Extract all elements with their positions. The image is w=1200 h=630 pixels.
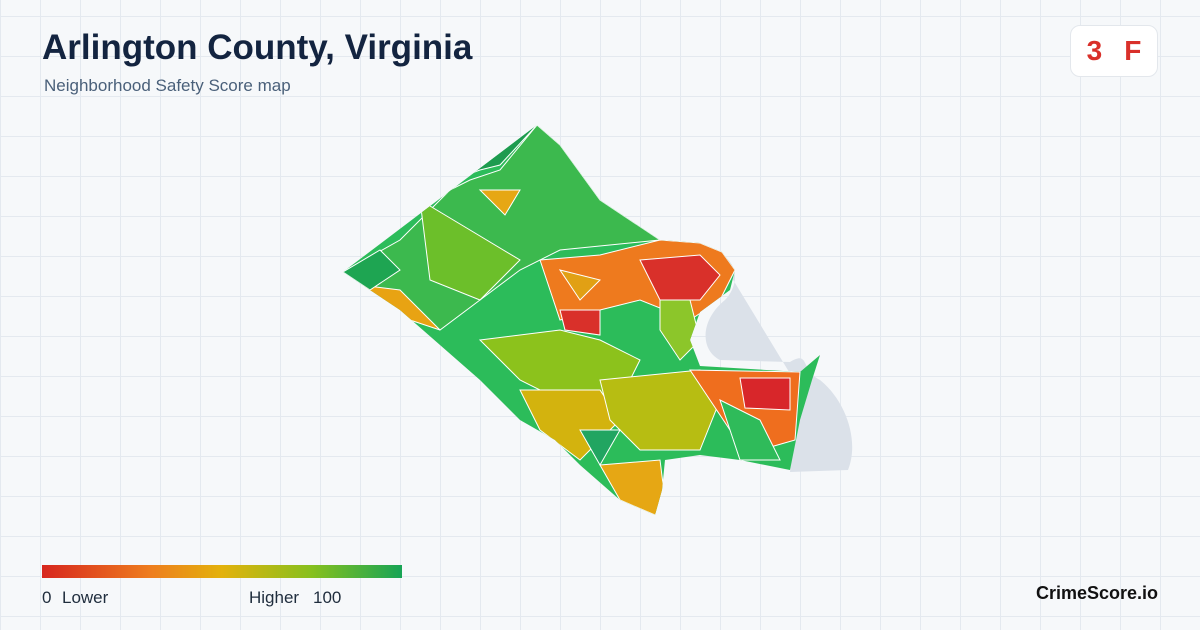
legend-min: 0	[42, 588, 52, 607]
legend-gradient	[42, 565, 402, 578]
title: Arlington County, Virginia	[42, 28, 473, 67]
neighborhoods	[343, 125, 820, 515]
grade: F	[1124, 35, 1142, 66]
legend-max: 100	[313, 588, 342, 607]
subtitle: Neighborhood Safety Score map	[44, 76, 291, 95]
score-badge: 3 F	[1070, 25, 1158, 77]
score: 3	[1086, 35, 1103, 66]
legend-max-label: Higher	[249, 588, 300, 607]
brand: CrimeScore.io	[1035, 583, 1158, 603]
water	[705, 250, 853, 472]
legend-min-label: Lower	[62, 588, 109, 607]
